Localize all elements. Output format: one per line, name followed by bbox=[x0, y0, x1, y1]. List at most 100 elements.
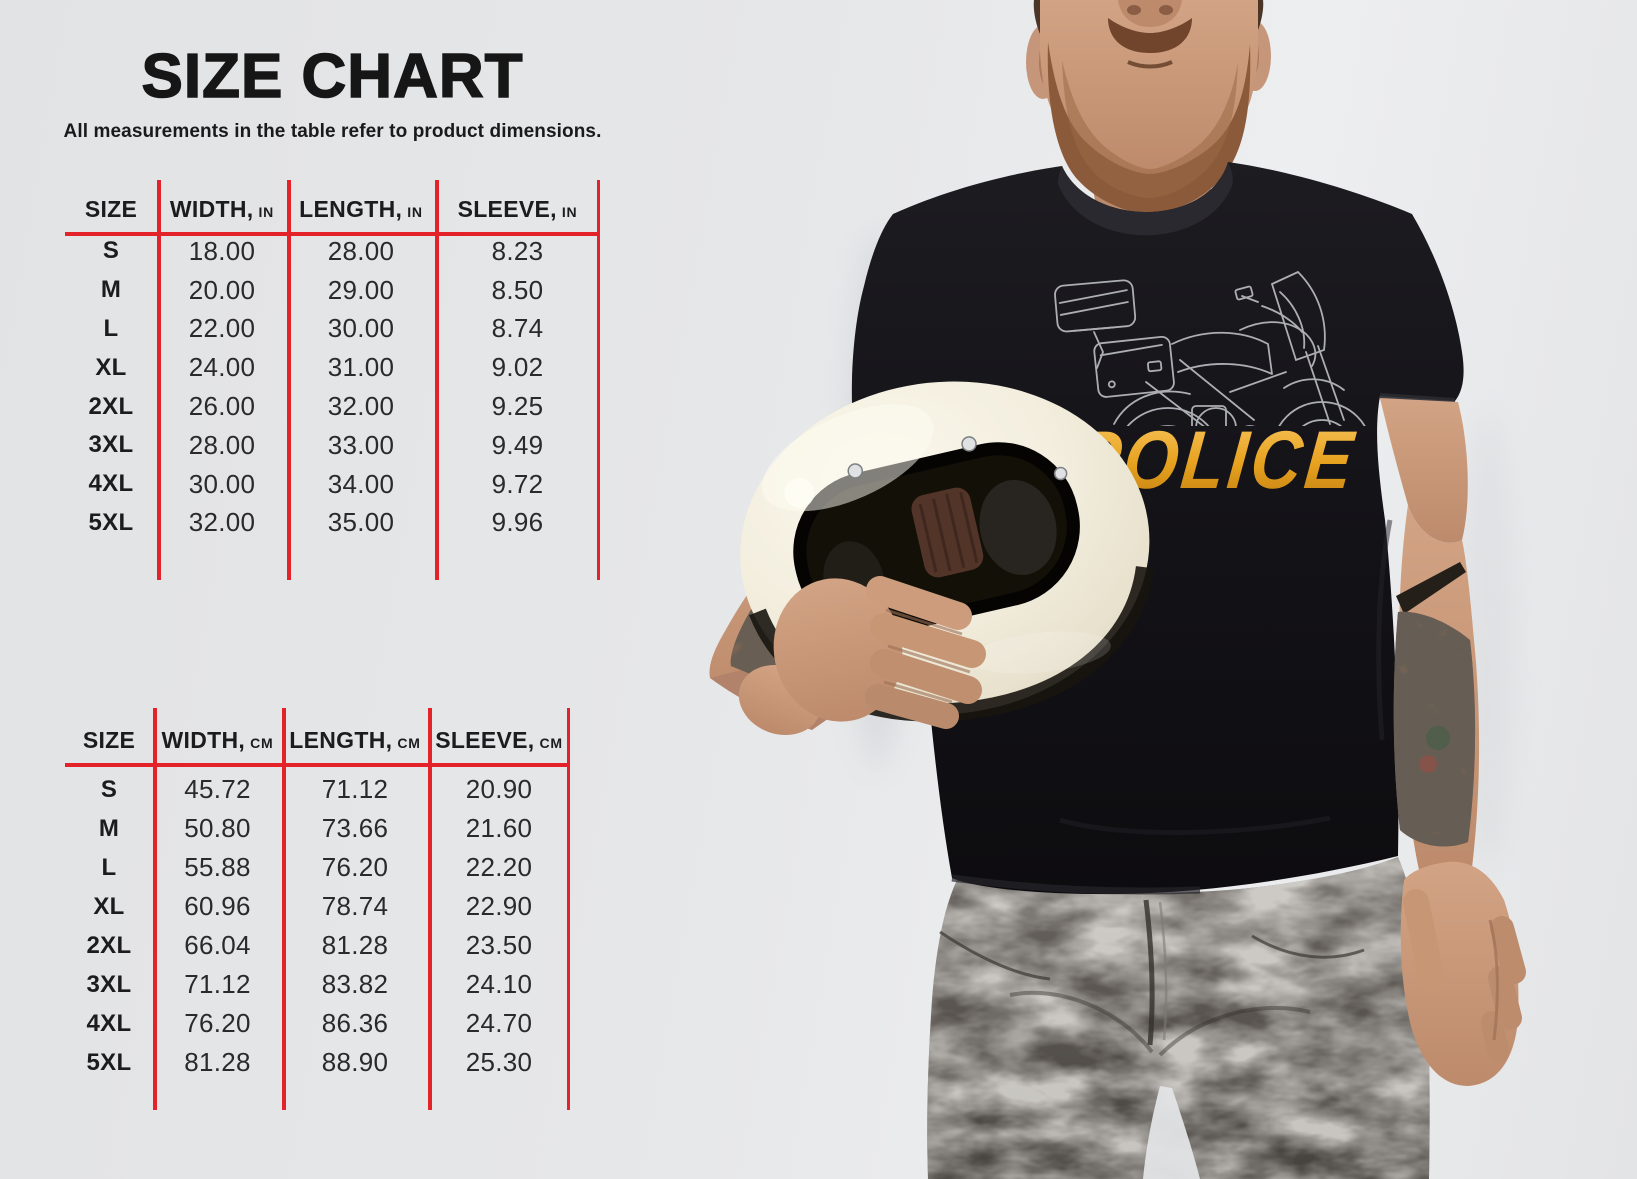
width-value: 22.00 bbox=[188, 313, 256, 344]
sleeve-value: 9.72 bbox=[491, 468, 544, 499]
width-value: 20.00 bbox=[188, 274, 256, 305]
table-divider bbox=[157, 180, 161, 580]
table-header-row: SIZE WIDTH, IN LENGTH, IN SLEEVE, IN bbox=[65, 175, 600, 232]
model-head bbox=[1026, 0, 1271, 240]
width-value: 24.00 bbox=[188, 352, 256, 383]
length-value: 78.74 bbox=[321, 891, 389, 921]
col-header-size: SIZE bbox=[84, 196, 138, 222]
table-divider bbox=[435, 180, 439, 580]
right-arm bbox=[1380, 398, 1526, 1086]
length-value: 32.00 bbox=[327, 391, 395, 422]
sleeve-value: 22.90 bbox=[465, 891, 533, 921]
col-header-sleeve: SLEEVE, IN bbox=[457, 196, 578, 222]
table-divider bbox=[282, 708, 286, 1110]
size-label: 5XL bbox=[86, 1048, 132, 1076]
size-label: 2XL bbox=[86, 931, 132, 959]
size-label: L bbox=[101, 853, 117, 881]
col-header-sleeve: SLEEVE, CM bbox=[435, 727, 563, 753]
width-value: 60.96 bbox=[184, 891, 251, 921]
size-table-inches: SIZE WIDTH, IN LENGTH, IN SLEEVE, IN S 18.0… bbox=[65, 175, 600, 587]
unit-label: IN bbox=[561, 204, 578, 220]
jeans bbox=[927, 857, 1430, 1179]
col-header-length: LENGTH, IN bbox=[299, 196, 423, 222]
size-label: S bbox=[102, 237, 120, 265]
sleeve-value: 9.02 bbox=[491, 352, 544, 383]
length-value: 71.12 bbox=[321, 774, 389, 804]
sleeve-value: 8.74 bbox=[491, 313, 544, 344]
width-value: 81.28 bbox=[184, 1047, 251, 1077]
width-value: 18.00 bbox=[188, 235, 256, 266]
sleeve-value: 9.96 bbox=[491, 507, 544, 538]
length-value: 29.00 bbox=[327, 274, 395, 305]
length-value: 88.90 bbox=[321, 1047, 389, 1077]
table-divider bbox=[65, 232, 600, 236]
motorcycle-line-art-print bbox=[1054, 270, 1366, 426]
size-label: L bbox=[103, 314, 119, 342]
width-value: 76.20 bbox=[184, 1008, 251, 1038]
width-value: 28.00 bbox=[188, 429, 256, 460]
size-label: M bbox=[100, 276, 122, 304]
length-value: 31.00 bbox=[327, 352, 395, 383]
table-divider bbox=[566, 708, 570, 1110]
width-value: 45.72 bbox=[184, 774, 251, 804]
unit-label: IN bbox=[407, 204, 423, 220]
header: SIZE CHART All measurements in the table… bbox=[35, 42, 630, 143]
length-value: 73.66 bbox=[321, 813, 389, 843]
page-subtitle: All measurements in the table refer to p… bbox=[63, 121, 602, 143]
col-header-size: SIZE bbox=[82, 727, 136, 753]
sleeve-value: 24.70 bbox=[465, 1008, 533, 1038]
sleeve-value: 21.60 bbox=[465, 813, 533, 843]
width-value: 32.00 bbox=[188, 507, 256, 538]
size-label: 3XL bbox=[86, 970, 132, 998]
table-divider bbox=[428, 708, 432, 1110]
length-value: 33.00 bbox=[327, 429, 395, 460]
width-value: 26.00 bbox=[188, 391, 256, 422]
sleeve-value: 8.50 bbox=[491, 274, 544, 305]
width-value: 71.12 bbox=[184, 969, 251, 999]
width-value: 50.80 bbox=[184, 813, 251, 843]
length-value: 81.28 bbox=[321, 930, 389, 960]
table-header-row: SIZE WIDTH, CM LENGTH, CM SLEEVE, CM bbox=[65, 700, 570, 763]
length-value: 76.20 bbox=[321, 852, 389, 882]
table-divider bbox=[287, 180, 291, 580]
table-body: S 45.72 71.12 20.90 M 50.80 73.66 21.60 … bbox=[65, 770, 570, 1082]
sleeve-value: 22.20 bbox=[465, 852, 533, 882]
col-header-width: WIDTH, CM bbox=[161, 727, 274, 753]
size-label: 5XL bbox=[88, 508, 134, 536]
size-label: S bbox=[100, 775, 118, 803]
page-title: SIZE CHART bbox=[141, 42, 524, 111]
length-value: 34.00 bbox=[327, 468, 395, 499]
size-label: 3XL bbox=[88, 431, 134, 459]
size-label: 4XL bbox=[86, 1009, 132, 1037]
unit-label: CM bbox=[397, 735, 421, 751]
table-body: S 18.00 28.00 8.23 M 20.00 29.00 8.50 L … bbox=[65, 232, 600, 542]
sleeve-value: 9.49 bbox=[491, 429, 544, 460]
table-divider bbox=[596, 180, 600, 580]
size-label: XL bbox=[93, 892, 125, 920]
size-table-centimeters: SIZE WIDTH, CM LENGTH, CM SLEEVE, CM S 45.7… bbox=[65, 700, 570, 1118]
sleeve-value: 8.23 bbox=[491, 235, 544, 266]
width-value: 55.88 bbox=[184, 852, 251, 882]
length-value: 35.00 bbox=[327, 507, 395, 538]
size-label: XL bbox=[95, 353, 127, 381]
table-divider bbox=[65, 763, 570, 767]
width-value: 30.00 bbox=[188, 468, 256, 499]
unit-label: IN bbox=[258, 204, 275, 220]
sleeve-value: 20.90 bbox=[465, 774, 533, 804]
width-value: 66.04 bbox=[184, 930, 251, 960]
sleeve-value: 24.10 bbox=[465, 969, 533, 999]
size-label: M bbox=[98, 814, 120, 842]
left-hand bbox=[738, 576, 986, 736]
table-divider bbox=[153, 708, 157, 1110]
unit-label: CM bbox=[250, 735, 274, 751]
length-value: 83.82 bbox=[321, 969, 389, 999]
unit-label: CM bbox=[539, 735, 563, 751]
length-value: 86.36 bbox=[321, 1008, 389, 1038]
size-label: 2XL bbox=[88, 392, 134, 420]
length-value: 28.00 bbox=[327, 235, 395, 266]
sleeve-value: 23.50 bbox=[465, 930, 533, 960]
length-value: 30.00 bbox=[327, 313, 395, 344]
sleeve-value: 9.25 bbox=[491, 391, 544, 422]
